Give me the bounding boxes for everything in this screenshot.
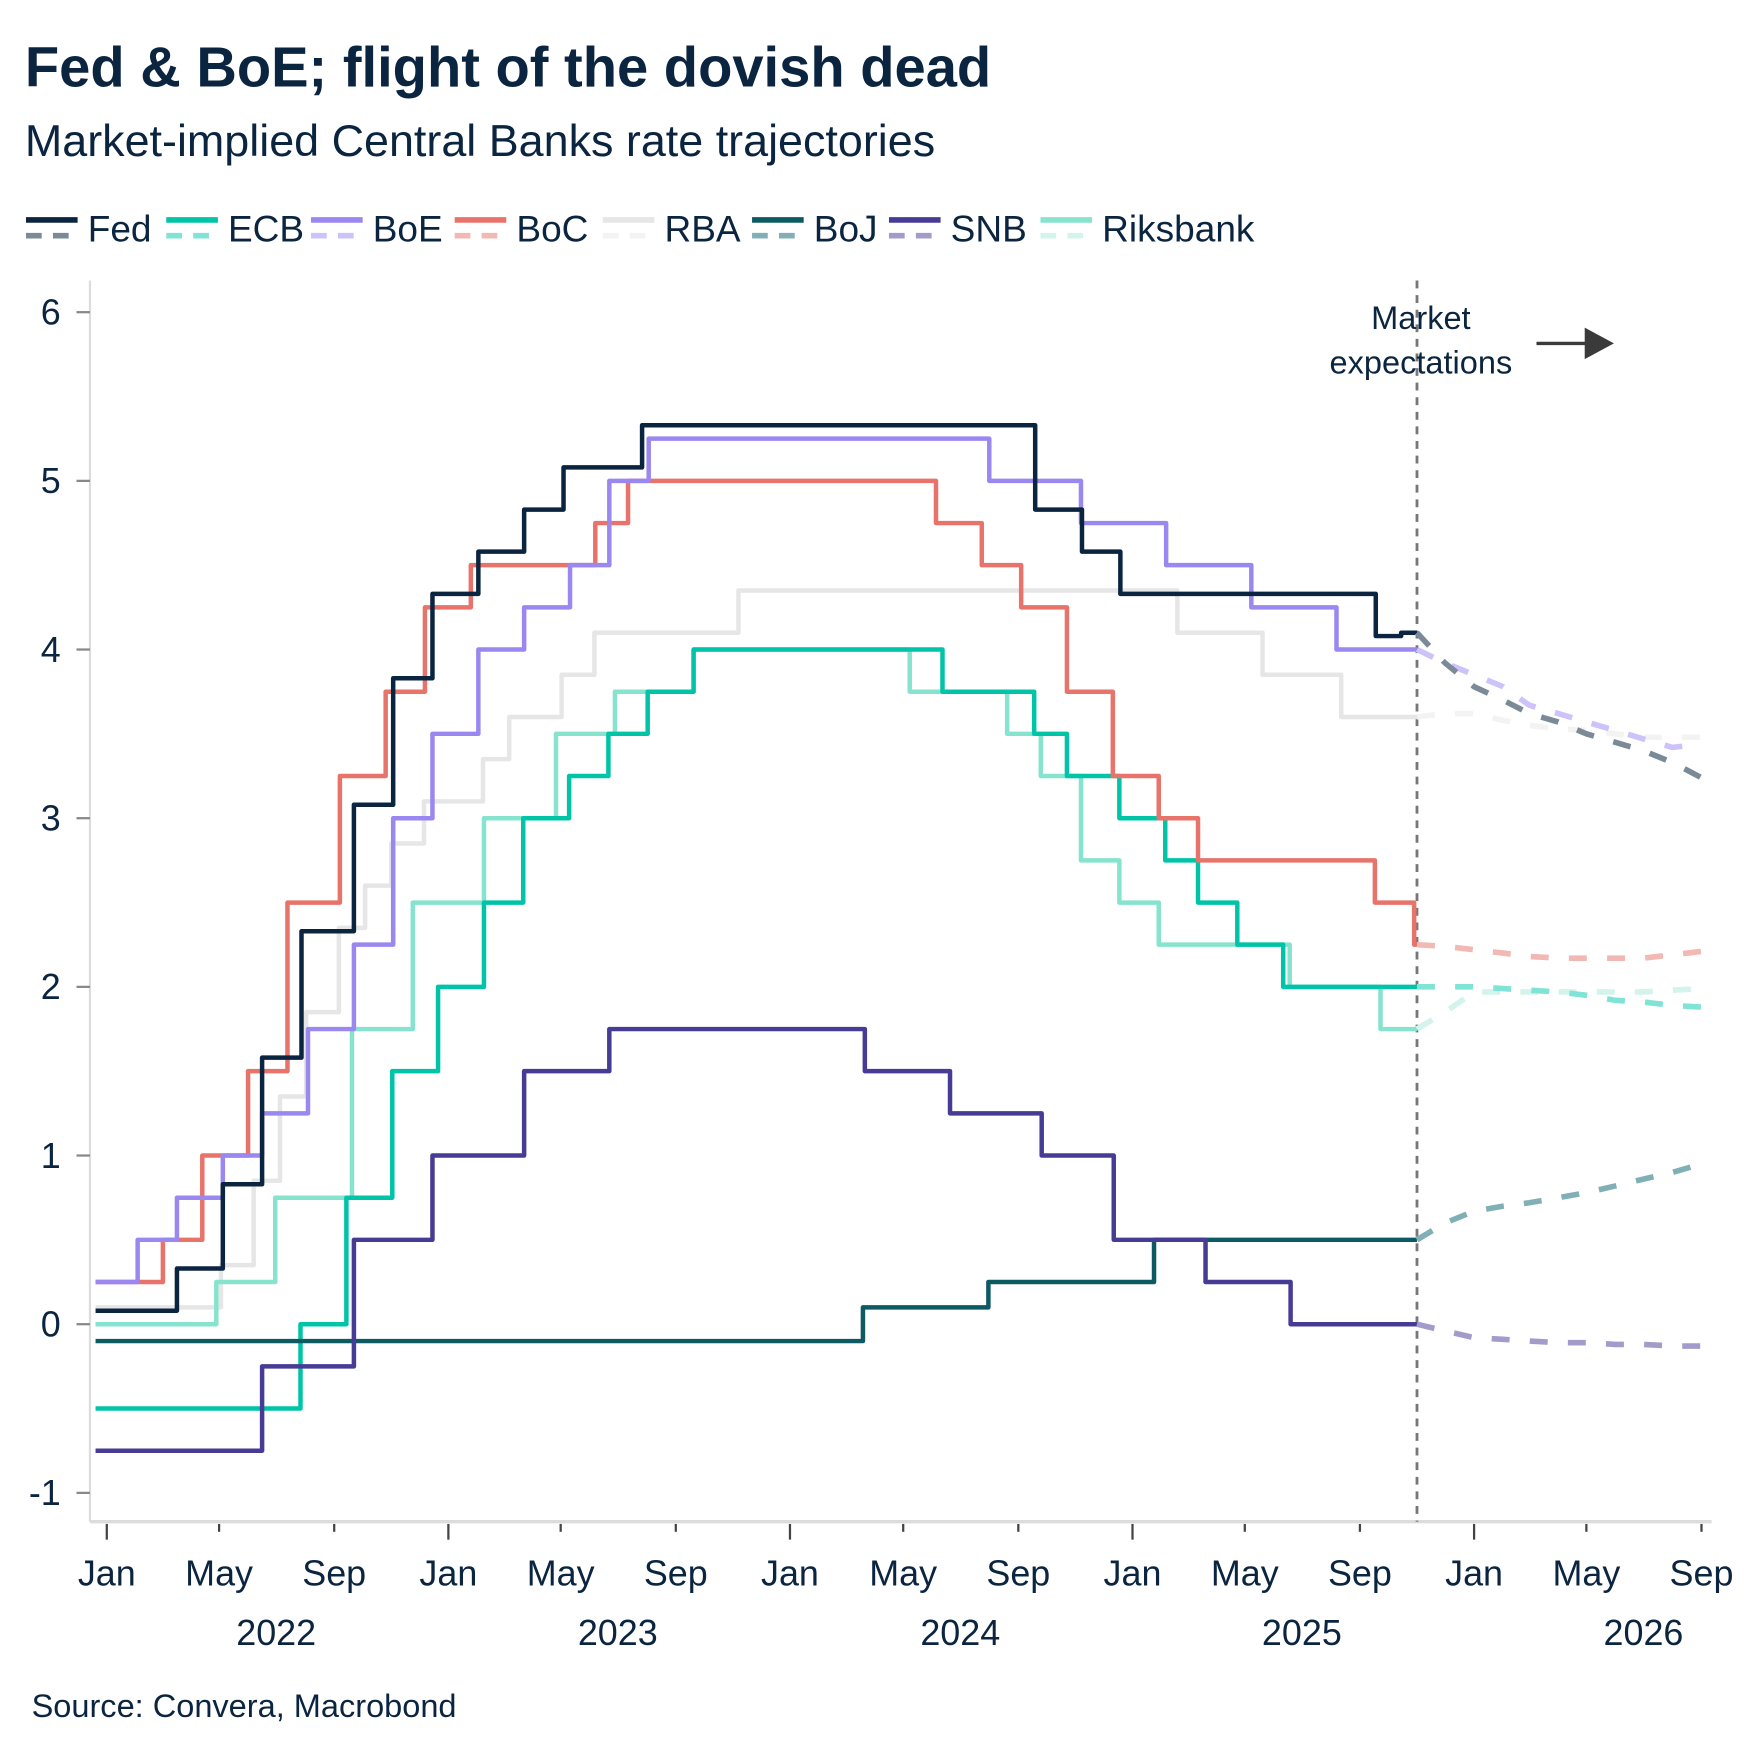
legend-item-ecb: ECB [166,207,304,249]
y-tick-label: 4 [41,629,61,670]
y-tick-label: 3 [41,798,61,839]
x-tick-label: May [527,1553,595,1594]
annotation-line-2: expectations [1330,345,1513,381]
x-tick-label: May [869,1553,937,1594]
plot-area [95,280,1703,1522]
legend-item-riksbank: Riksbank [1040,207,1255,249]
series-boc-forecast [1416,941,1702,961]
legend-label: SNB [951,207,1027,249]
x-tick-label: Jan [761,1553,819,1594]
series-rba-forecast [1416,710,1702,741]
x-year-label: 2026 [1604,1612,1684,1653]
x-tick-label: May [1552,1553,1620,1594]
series-riksbank-forecast [1415,985,1702,1032]
series-snb-history [95,1026,1417,1453]
x-year-label: 2022 [236,1612,316,1653]
legend-label: BoC [516,207,588,249]
series-boj-history [95,1237,1417,1344]
x-tick-label: Sep [1328,1553,1392,1594]
series-boj-forecast [1415,1161,1703,1243]
legend-label: RBA [665,207,741,249]
y-tick-label: 1 [41,1135,61,1176]
y-tick-label: 5 [41,460,61,501]
legend-item-boj: BoJ [752,207,878,249]
series-riksbank-history [95,647,1417,1327]
legend-label: BoJ [814,207,878,249]
x-tick-label: May [185,1553,253,1594]
legend-item-fed: Fed [25,207,152,249]
series-boe-forecast [1415,647,1702,751]
x-tick-label: Jan [419,1553,477,1594]
chart-subtitle: Market-implied Central Banks rate trajec… [25,115,935,166]
x-tick-label: Jan [1445,1553,1503,1594]
x-tick-label: Sep [302,1553,366,1594]
market-expectations-annotation: Market expectations [1330,300,1614,381]
series-boe-history [95,436,1417,1285]
series-ecb-forecast [1416,984,1702,1010]
series-boc-history [95,478,1417,1285]
legend-label: Fed [88,207,152,249]
x-year-label: 2024 [920,1612,1000,1653]
y-tick-label: -1 [29,1472,61,1513]
source-note: Source: Convera, Macrobond [32,1688,457,1724]
x-tick-label: Sep [1670,1553,1734,1594]
chart-title: Fed & BoE; flight of the dovish dead [25,35,991,98]
legend-label: BoE [373,207,443,249]
x-tick-label: Jan [1104,1553,1162,1594]
x-tick-label: May [1211,1553,1279,1594]
series-fed-forecast [1414,630,1703,781]
y-tick-label: 0 [41,1304,61,1345]
series-ecb-history [95,647,1417,1411]
series-snb-forecast [1416,1321,1702,1349]
x-tick-label: Jan [78,1553,136,1594]
x-year-label: 2025 [1262,1612,1342,1653]
legend-label: Riksbank [1102,207,1255,249]
legend: Fed ECB BoE BoC RBA BoJ SNB Riksbank [25,207,1255,249]
series-fed-history [95,422,1417,1313]
series-rba-history [95,588,1417,1310]
axes: -1 0 1 2 3 4 5 6 Jan May Sep Jan May Sep Jan May Sep Jan M… [29,280,1734,1653]
legend-item-snb: SNB [888,207,1027,249]
x-tick-label: Sep [644,1553,708,1594]
arrow-head-icon [1584,327,1614,360]
legend-item-boc: BoC [454,207,588,249]
x-tick-label: Sep [986,1553,1050,1594]
annotation-line-1: Market [1371,300,1470,336]
legend-item-boe: BoE [311,207,443,249]
x-year-label: 2023 [578,1612,658,1653]
legend-item-rba: RBA [602,207,741,249]
y-tick-label: 6 [41,292,61,333]
legend-label: ECB [228,207,304,249]
y-tick-label: 2 [41,966,61,1007]
